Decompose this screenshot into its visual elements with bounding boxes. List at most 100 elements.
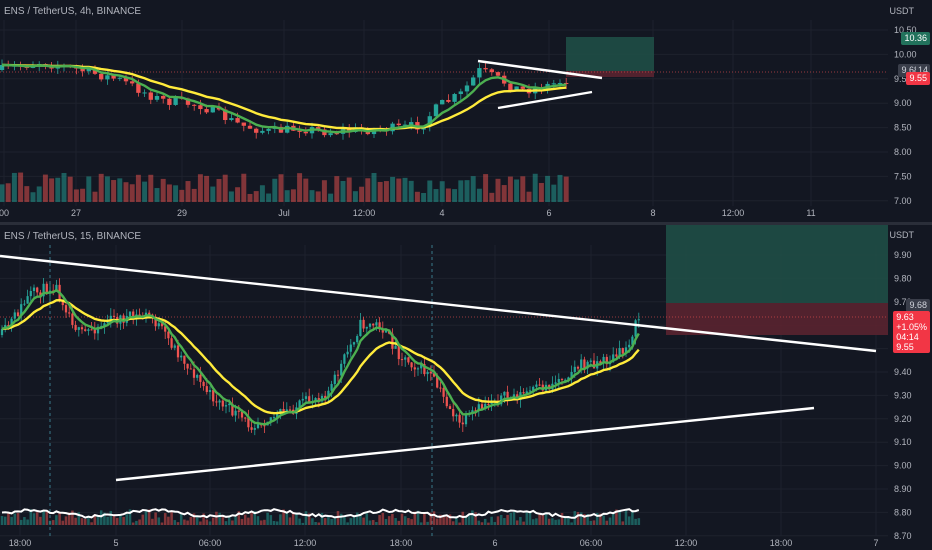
x-tick-label: 18:00 (9, 538, 32, 548)
candle-body (196, 374, 199, 378)
candle-body (368, 323, 372, 327)
volume-bar (48, 520, 52, 525)
candle-body (253, 428, 256, 430)
candle-body (84, 329, 87, 331)
candle-body (343, 354, 346, 364)
volume-bar (304, 511, 308, 525)
candle-body (484, 403, 487, 409)
candle-body (136, 83, 141, 93)
volume-bar (183, 519, 186, 525)
volume-bar (96, 515, 100, 525)
candle-body (254, 128, 259, 133)
candle-body (452, 409, 455, 417)
candle-body (514, 86, 519, 91)
volume-bar (589, 520, 593, 525)
candle-body (10, 318, 13, 327)
volume-bar (501, 185, 507, 202)
volume-bar (80, 518, 84, 525)
volume-bar (320, 512, 324, 525)
volume-bar (170, 512, 173, 525)
candle-body (458, 414, 461, 423)
candle-body (96, 326, 100, 334)
volume-bar (51, 520, 55, 525)
candle-body (394, 345, 397, 349)
candle-body (324, 395, 327, 399)
candle-body (455, 414, 458, 417)
candle-body (103, 323, 106, 327)
candle-body (240, 411, 244, 418)
candle-body (489, 69, 494, 73)
volume-bar (560, 512, 564, 525)
volume-bar (503, 518, 506, 525)
volume-bar (73, 189, 79, 202)
y-tick-label: 8.90 (894, 484, 912, 494)
volume-bar (416, 510, 420, 525)
candle-body (628, 344, 631, 348)
volume-bar (515, 520, 519, 525)
volume-bar (282, 509, 285, 525)
candle-body (221, 400, 224, 407)
volume-bar (563, 515, 567, 525)
volume-bar (595, 512, 599, 525)
candle-body (316, 127, 321, 130)
candle-body (167, 331, 170, 339)
candle-body (20, 304, 23, 317)
last-price-box-15m: 9.63 +1.05% 04:14 9.55 (893, 311, 930, 353)
volume-bar (99, 510, 103, 525)
candle-body (432, 373, 436, 377)
volume-bar (49, 178, 55, 202)
candle-body (461, 422, 464, 425)
volume-bar (3, 516, 7, 525)
volume-bar (210, 186, 216, 202)
volume-bar (61, 172, 67, 202)
volume-bar (5, 183, 11, 202)
volume-bar (67, 512, 71, 525)
candle-body (80, 327, 84, 330)
volume-bar (554, 519, 557, 525)
candle-body (612, 354, 615, 363)
volume-bar (93, 514, 97, 525)
chart-pane-4h[interactable]: 10.50 10.00 9.50 9.00 8.50 8.00 7.50 7.00 00 27 29… (0, 0, 932, 222)
candle-body (346, 351, 349, 355)
candle-body (29, 290, 32, 297)
volume-bar (259, 185, 265, 202)
candle-body (477, 404, 480, 411)
y-tick-label: 9.20 (894, 414, 912, 424)
volume-bar (87, 515, 90, 525)
candle-body (452, 94, 457, 102)
candle-body (64, 305, 68, 313)
volume-bar (352, 191, 358, 202)
volume-bar (314, 521, 317, 525)
y-tick-label: 9.90 (894, 250, 912, 260)
candle-body (74, 324, 77, 330)
candle-body (68, 312, 71, 314)
chart-pane-15m[interactable]: 9.909.809.709.609.509.409.309.209.109.00… (0, 225, 932, 550)
volume-bar (579, 512, 583, 525)
candle-body (365, 326, 368, 329)
symbol-header-4h[interactable]: ENS / TetherUS, 4h, BINANCE (4, 6, 142, 17)
candle-body (423, 363, 426, 375)
volume-bar (211, 517, 215, 525)
candle-body (244, 417, 247, 419)
candle-body (439, 387, 442, 389)
chart-canvas-4h[interactable]: 10.50 10.00 9.50 9.00 8.50 8.00 7.50 7.00 00 27 29… (0, 0, 932, 222)
candle-body (189, 368, 192, 370)
volume-bar (368, 520, 372, 525)
pane-separator[interactable] (0, 222, 932, 225)
candle-body (400, 359, 404, 361)
volume-bar (240, 518, 244, 525)
volume-bar (496, 516, 500, 525)
candle-body (154, 318, 157, 327)
volume-bar (55, 515, 58, 525)
candle-body (433, 104, 439, 117)
chart-canvas-15m[interactable]: 9.909.809.709.609.509.409.309.209.109.00… (0, 225, 932, 550)
candle-body (215, 401, 218, 403)
volume-bar (29, 509, 33, 525)
volume-bar (471, 510, 474, 525)
y-tick-label: 9.70 (894, 297, 912, 307)
candle-body (508, 83, 513, 91)
volume-bar (432, 511, 436, 525)
candle-body (328, 133, 333, 136)
volume-bar (266, 193, 272, 202)
symbol-header-15m[interactable]: ENS / TetherUS, 15, BINANCE (4, 231, 142, 242)
